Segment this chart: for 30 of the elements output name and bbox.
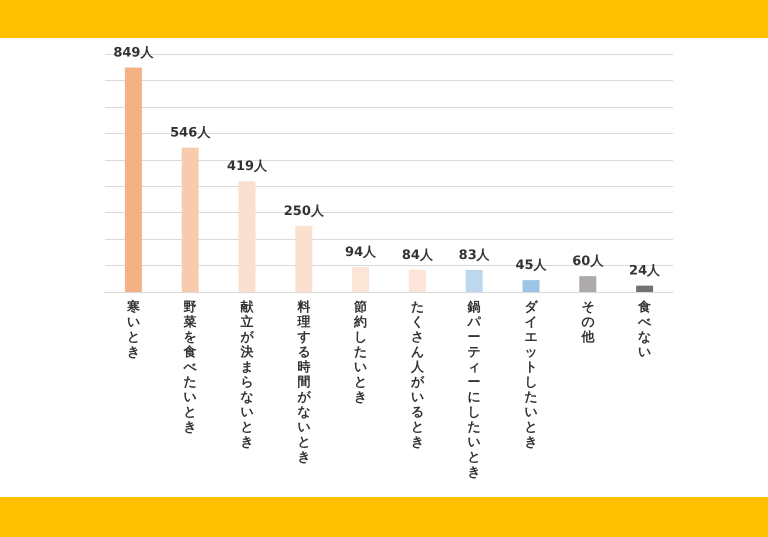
category-label: 野菜を食べたいとき: [184, 300, 197, 435]
bar: [182, 148, 199, 292]
category-label: たくさん人がいるとき: [410, 300, 424, 450]
category-label: 鍋パーティーにしたいとき: [468, 300, 481, 480]
data-label: 60人: [572, 254, 604, 270]
category-label: 料理する時間がないとき: [297, 300, 310, 465]
bar: [295, 226, 312, 292]
data-label: 83人: [458, 248, 491, 264]
bar: [408, 270, 426, 292]
category-label: 献立が決まらないとき: [240, 300, 254, 450]
x-tick-label: その他: [580, 300, 596, 345]
data-label: 419人: [226, 159, 268, 174]
bar: [466, 270, 483, 292]
x-tick-label: 寒いとき: [126, 299, 140, 360]
category-label: ダイエットしたいとき: [524, 300, 538, 450]
bar: [124, 67, 142, 292]
bar: [579, 276, 596, 292]
data-label: 546人: [170, 126, 212, 141]
x-tick-label: 食べない: [637, 300, 652, 360]
data-label: 24人: [629, 264, 662, 279]
data-label: 849人: [113, 45, 154, 60]
bar: [238, 181, 256, 292]
data-label: 45人: [515, 258, 548, 274]
bar: [522, 280, 540, 292]
bar: [636, 286, 654, 292]
bar: [352, 267, 370, 292]
data-label: 250人: [284, 204, 325, 219]
x-tick-label: 節約したいとき: [353, 300, 368, 405]
data-label: 84人: [402, 248, 434, 263]
data-label: 94人: [345, 245, 378, 260]
